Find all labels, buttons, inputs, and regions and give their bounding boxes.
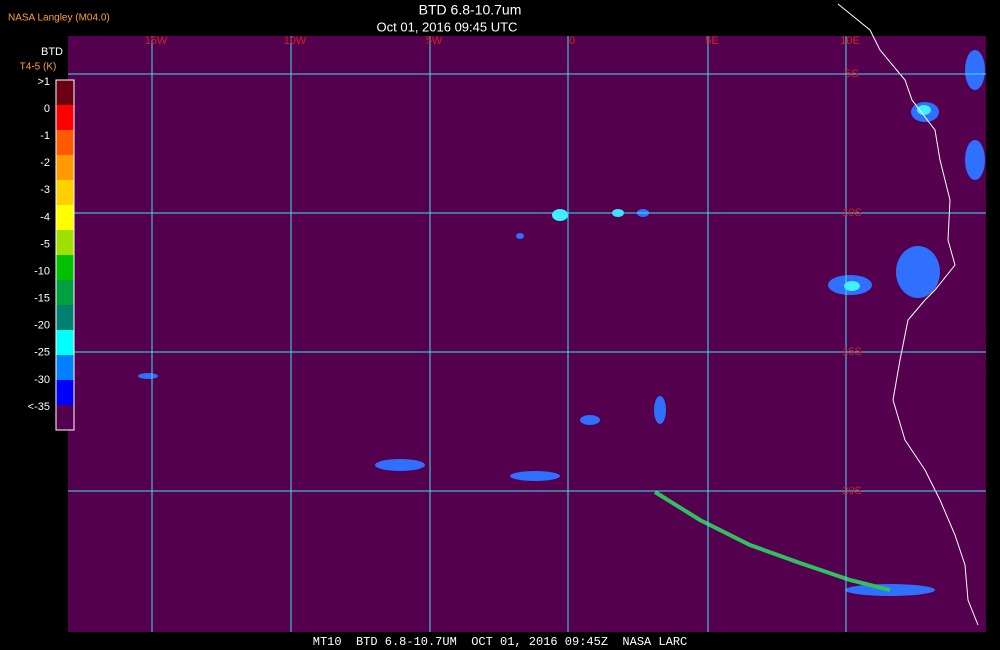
legend-label: -2 xyxy=(40,157,50,169)
legend-label: >1 xyxy=(37,76,50,88)
legend-label: -5 xyxy=(40,238,50,250)
legend-swatch xyxy=(56,80,74,105)
lon-label: 10E xyxy=(840,35,860,47)
legend-label: -1 xyxy=(40,130,50,142)
legend-swatch xyxy=(56,380,74,405)
legend-label: -15 xyxy=(34,293,50,305)
legend-title: BTD xyxy=(41,46,63,58)
legend-swatch xyxy=(56,205,74,230)
lat-label: 5S xyxy=(845,68,858,80)
lon-label: 10W xyxy=(284,35,307,47)
lon-label: 0 xyxy=(569,35,575,47)
subtitle: Oct 01, 2016 09:45 UTC xyxy=(377,19,518,34)
cloud-band xyxy=(653,490,891,592)
lat-label: 20S xyxy=(842,485,862,497)
legend-swatch xyxy=(56,355,74,380)
legend-swatch xyxy=(56,105,74,130)
legend-swatch xyxy=(56,230,74,255)
legend-label: -4 xyxy=(40,211,50,223)
legend-unit: T4-5 (K) xyxy=(20,62,57,73)
legend-swatch xyxy=(56,405,74,430)
legend-swatch xyxy=(56,155,74,180)
legend-swatch xyxy=(56,130,74,155)
coastline xyxy=(837,3,979,626)
legend-swatch xyxy=(56,180,74,205)
legend-label: -25 xyxy=(34,347,50,359)
legend-swatch xyxy=(56,330,74,355)
lon-label: 15W xyxy=(145,35,168,47)
lon-label: 5W xyxy=(426,35,443,47)
legend-swatch xyxy=(56,255,74,280)
legend-label: <-35 xyxy=(28,401,50,413)
color-legend: >1 0 -1 -2 -3 -4 -5 -10 -15 -20 -25 -30 <-35 xyxy=(28,76,75,431)
legend-label: -3 xyxy=(40,184,50,196)
lat-label: 10S xyxy=(842,207,862,219)
legend-label: -10 xyxy=(34,265,50,277)
legend-label: -30 xyxy=(34,374,50,386)
legend-swatch xyxy=(56,305,74,330)
map-background xyxy=(68,36,986,632)
lon-label: 5E xyxy=(705,35,718,47)
legend-label: -20 xyxy=(34,320,50,332)
title: BTD 6.8-10.7um xyxy=(419,2,522,18)
footer: MT10 BTD 6.8-10.7UM OCT 01, 2016 09:45Z … xyxy=(313,635,687,649)
source: NASA Langley (M04.0) xyxy=(8,13,110,24)
legend-swatch xyxy=(56,280,74,305)
grid: 15W 10W 5W 0 5E 10E 5S 10S 15S 20S xyxy=(68,35,986,632)
lat-label: 15S xyxy=(842,346,862,358)
cloud-features xyxy=(138,50,985,596)
legend-frame xyxy=(55,79,75,431)
legend-label: 0 xyxy=(44,103,50,115)
